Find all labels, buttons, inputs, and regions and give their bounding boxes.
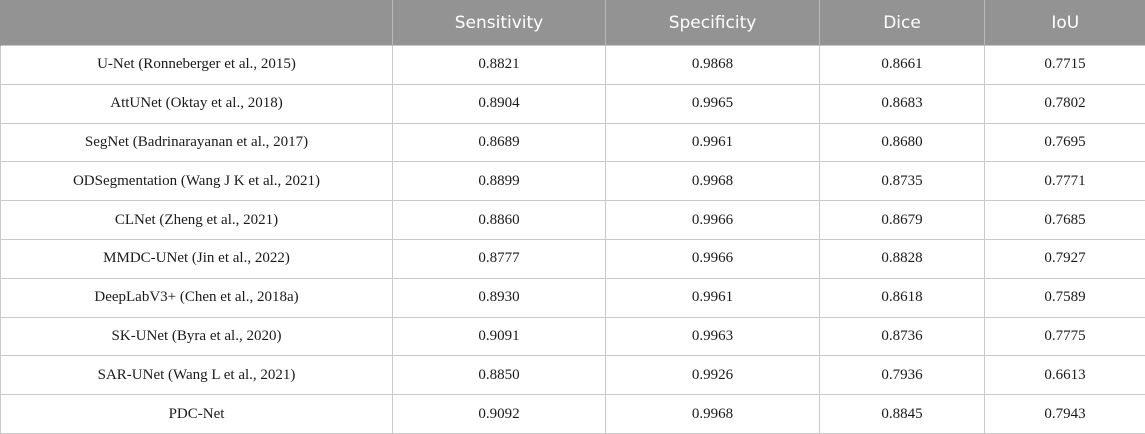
table-row: U-Net (Ronneberger et al., 2015) 0.8821 0.…	[0, 45, 1145, 85]
dice-cell: 0.8661	[819, 45, 985, 85]
header-specificity: Specificity	[605, 0, 820, 46]
specificity-cell: 0.9968	[605, 394, 820, 434]
table-row: MMDC-UNet (Jin et al., 2022) 0.8777 0.9966…	[0, 238, 1145, 279]
sensitivity-cell: 0.8904	[392, 83, 606, 124]
iou-cell: 0.7771	[984, 161, 1145, 202]
table-row: SK-UNet (Byra et al., 2020) 0.9091 0.9963 0…	[0, 316, 1145, 357]
dice-cell: 0.8845	[819, 394, 985, 434]
dice-cell: 0.8683	[819, 83, 985, 124]
dice-cell: 0.8736	[819, 316, 985, 357]
iou-cell: 0.6613	[984, 355, 1145, 396]
method-cell: ODSegmentation (Wang J K et al., 2021)	[0, 161, 393, 202]
dice-cell: 0.8618	[819, 277, 985, 318]
iou-cell: 0.7715	[984, 45, 1145, 85]
table-row: SAR-UNet (Wang L et al., 2021) 0.8850 0.99…	[0, 355, 1145, 396]
table-row: PDC-Net 0.9092 0.9968 0.8845 0.7943	[0, 394, 1145, 434]
iou-cell: 0.7943	[984, 394, 1145, 434]
method-cell: MMDC-UNet (Jin et al., 2022)	[0, 238, 393, 279]
specificity-cell: 0.9966	[605, 200, 820, 240]
dice-cell: 0.7936	[819, 355, 985, 396]
header-method	[0, 0, 393, 46]
table-row: CLNet (Zheng et al., 2021) 0.8860 0.9966 0.…	[0, 200, 1145, 240]
table-body: U-Net (Ronneberger et al., 2015) 0.8821 0.…	[0, 45, 1145, 434]
method-cell: AttUNet (Oktay et al., 2018)	[0, 83, 393, 124]
sensitivity-cell: 0.8689	[392, 122, 606, 163]
sensitivity-cell: 0.8860	[392, 200, 606, 240]
dice-cell: 0.8680	[819, 122, 985, 163]
iou-cell: 0.7802	[984, 83, 1145, 124]
dice-cell: 0.8828	[819, 238, 985, 279]
dice-cell: 0.8735	[819, 161, 985, 202]
specificity-cell: 0.9966	[605, 238, 820, 279]
specificity-cell: 0.9961	[605, 122, 820, 163]
header-sensitivity: Sensitivity	[392, 0, 606, 46]
table-row: AttUNet (Oktay et al., 2018) 0.8904 0.9965…	[0, 83, 1145, 124]
specificity-cell: 0.9868	[605, 45, 820, 85]
specificity-cell: 0.9926	[605, 355, 820, 396]
specificity-cell: 0.9968	[605, 161, 820, 202]
iou-cell: 0.7927	[984, 238, 1145, 279]
table-row: SegNet (Badrinarayanan et al., 2017) 0.86…	[0, 122, 1145, 163]
sensitivity-cell: 0.9091	[392, 316, 606, 357]
table-row: DeepLabV3+ (Chen et al., 2018a) 0.8930 0.9…	[0, 277, 1145, 318]
method-cell: SegNet (Badrinarayanan et al., 2017)	[0, 122, 393, 163]
header-iou: IoU	[984, 0, 1145, 46]
iou-cell: 0.7695	[984, 122, 1145, 163]
iou-cell: 0.7589	[984, 277, 1145, 318]
iou-cell: 0.7685	[984, 200, 1145, 240]
specificity-cell: 0.9965	[605, 83, 820, 124]
sensitivity-cell: 0.8930	[392, 277, 606, 318]
header-row: Sensitivity Specificity Dice IoU	[0, 0, 1145, 46]
sensitivity-cell: 0.8850	[392, 355, 606, 396]
method-cell: PDC-Net	[0, 394, 393, 434]
method-cell: CLNet (Zheng et al., 2021)	[0, 200, 393, 240]
specificity-cell: 0.9963	[605, 316, 820, 357]
sensitivity-cell: 0.8777	[392, 238, 606, 279]
sensitivity-cell: 0.8899	[392, 161, 606, 202]
table-row: ODSegmentation (Wang J K et al., 2021) 0.…	[0, 161, 1145, 202]
iou-cell: 0.7775	[984, 316, 1145, 357]
sensitivity-cell: 0.9092	[392, 394, 606, 434]
header-dice: Dice	[819, 0, 985, 46]
dice-cell: 0.8679	[819, 200, 985, 240]
method-cell: DeepLabV3+ (Chen et al., 2018a)	[0, 277, 393, 318]
table-header: Sensitivity Specificity Dice IoU	[0, 0, 1145, 46]
sensitivity-cell: 0.8821	[392, 45, 606, 85]
method-cell: SK-UNet (Byra et al., 2020)	[0, 316, 393, 357]
method-cell: SAR-UNet (Wang L et al., 2021)	[0, 355, 393, 396]
specificity-cell: 0.9961	[605, 277, 820, 318]
method-cell: U-Net (Ronneberger et al., 2015)	[0, 45, 393, 85]
